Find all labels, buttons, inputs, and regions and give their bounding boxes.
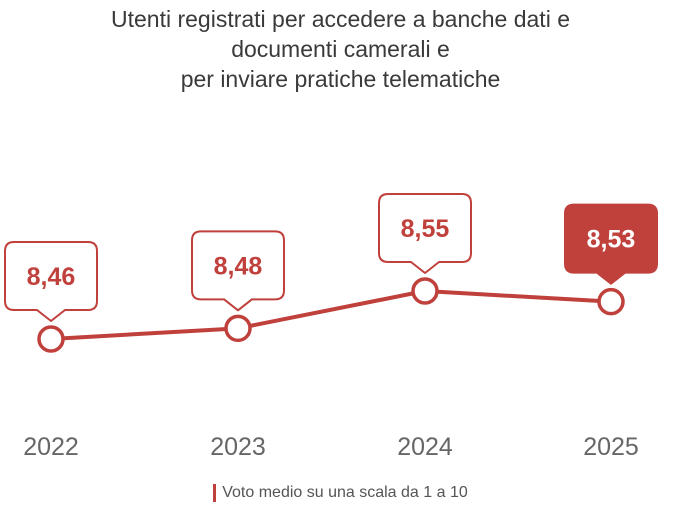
callout-2022: [4, 241, 98, 322]
data-label-2023: 8,48: [214, 252, 263, 280]
callout-2023: [191, 230, 285, 312]
legend-swatch: [213, 484, 217, 502]
x-tick-label-2024: 2024: [397, 433, 453, 461]
data-point-2024: [411, 277, 439, 305]
title-line-3: per inviare pratiche telematiche: [180, 66, 501, 92]
title-line-1: Utenti registrati per accedere a banche …: [111, 6, 570, 32]
data-point-2025: [597, 287, 625, 316]
callout-2025: [564, 203, 658, 285]
legend-label: Voto medio su una scala da 1 a 10: [222, 484, 468, 501]
data-point-2022: [37, 325, 65, 353]
chart-title: Utenti registrati per accedere a banche …: [0, 4, 681, 94]
x-tick-label-2022: 2022: [23, 433, 79, 461]
x-tick-label-2023: 2023: [210, 433, 266, 461]
data-point-2023: [224, 314, 252, 343]
x-tick-label-2025: 2025: [583, 433, 639, 461]
data-label-2025: 8,53: [587, 226, 636, 254]
legend: Voto medio su una scala da 1 a 10: [0, 484, 681, 507]
series-line: [49, 289, 613, 341]
data-label-2024: 8,55: [401, 215, 450, 243]
title-line-2: documenti camerali e: [231, 36, 450, 62]
callout-2024: [378, 193, 472, 274]
data-label-2022: 8,46: [27, 263, 76, 291]
